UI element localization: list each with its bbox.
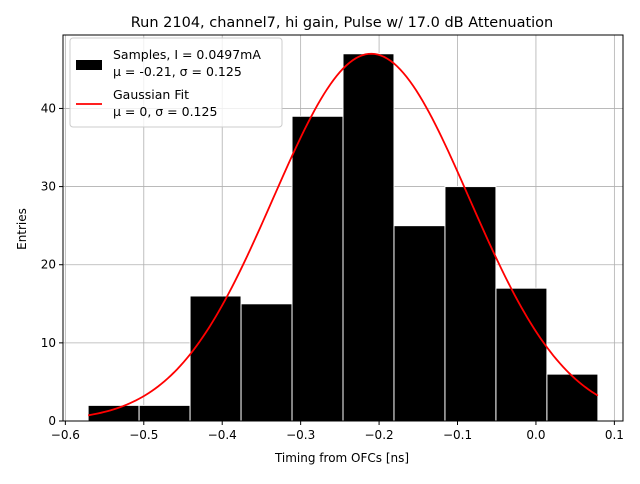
x-tick-label-1: −0.5 xyxy=(129,428,158,442)
histogram-bar-2 xyxy=(189,295,242,422)
x-tick-label-4: −0.2 xyxy=(365,428,394,442)
legend: Samples, I = 0.0497mA μ = -0.21, σ = 0.1… xyxy=(69,37,283,128)
y-axis-label: Entries xyxy=(15,208,29,250)
y-tick-label-4: 40 xyxy=(41,101,56,115)
histogram-bar-3 xyxy=(240,303,293,422)
plot-area: −0.6 −0.5 −0.4 −0.3 −0.2 −0.1 0.0 0.1 0 10 20 30 40 xyxy=(41,34,624,442)
legend-label-samples: Samples, I = 0.0497mA xyxy=(113,47,261,62)
y-tick-label-0: 0 xyxy=(48,414,56,428)
histogram-bar-4 xyxy=(291,115,344,422)
legend-box xyxy=(69,37,283,128)
chart-title: Run 2104, channel7, hi gain, Pulse w/ 17… xyxy=(131,15,554,31)
histogram-bar-8 xyxy=(495,287,548,422)
axes-frame xyxy=(62,34,624,422)
x-axis-label: Timing from OFCs [ns] xyxy=(274,451,409,465)
legend-label-samples-stats: μ = -0.21, σ = 0.125 xyxy=(113,64,242,79)
y-tick-label-1: 10 xyxy=(41,336,56,350)
histogram-bar-9 xyxy=(546,373,599,422)
histogram-bar-1 xyxy=(138,404,191,422)
x-tick-label-3: −0.3 xyxy=(286,428,315,442)
legend-swatch-samples xyxy=(76,60,102,70)
histogram-bar-6 xyxy=(393,225,446,422)
y-tick-label-3: 30 xyxy=(41,180,56,194)
x-tick-label-6: 0.0 xyxy=(526,428,545,442)
legend-label-fit: Gaussian Fit xyxy=(113,87,189,102)
histogram-bar-7 xyxy=(444,186,497,422)
x-tick-label-7: 0.1 xyxy=(605,428,624,442)
y-tick-label-2: 20 xyxy=(41,258,56,272)
gaussian-fit-line xyxy=(87,52,599,417)
legend-label-fit-stats: μ = 0, σ = 0.125 xyxy=(113,104,217,119)
histogram-bar-5 xyxy=(342,53,395,422)
x-tick-label-5: −0.1 xyxy=(443,428,472,442)
x-tick-label-2: −0.4 xyxy=(208,428,237,442)
x-tick-label-0: −0.6 xyxy=(51,428,80,442)
